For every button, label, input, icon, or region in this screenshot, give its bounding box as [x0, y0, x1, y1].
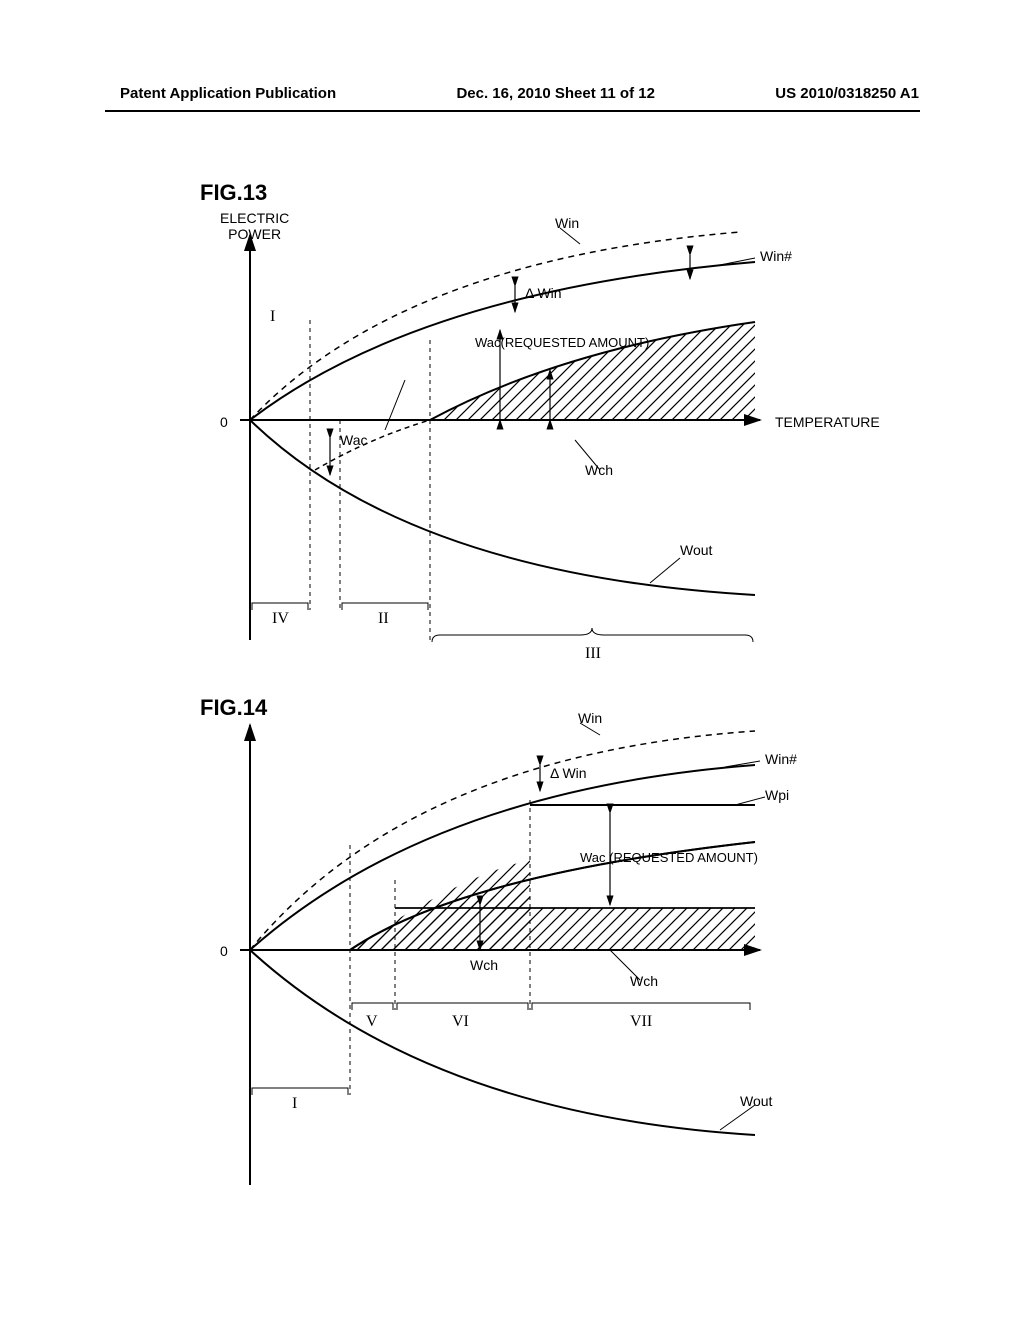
fig14-zone-VI: VI	[452, 1013, 469, 1031]
fig13-zone-III: III	[585, 645, 601, 663]
fig13-wac-label: Wac	[340, 432, 367, 448]
fig13-zone-IV: IV	[272, 610, 289, 628]
fig13-container: FIG.13 ELECTRIC POWER 0 TEMPERATURE	[180, 180, 900, 670]
fig14-svg	[180, 695, 900, 1205]
fig14-winsharp-label: Win#	[765, 751, 797, 767]
fig13-zone-II: II	[378, 610, 389, 628]
fig13-wch-label: Wch	[585, 462, 613, 478]
header-center: Dec. 16, 2010 Sheet 11 of 12	[456, 85, 654, 102]
fig14-wacreq-label: Wac (REQUESTED AMOUNT)	[580, 850, 758, 865]
fig14-wout-label: Wout	[740, 1093, 772, 1109]
fig14-win-label: Win	[578, 710, 602, 726]
fig14-dwin-label: Δ Win	[550, 765, 587, 781]
fig13-winsharp-label: Win#	[760, 248, 792, 264]
fig13-win-label: Win	[555, 215, 579, 231]
fig14-wpi-label: Wpi	[765, 787, 789, 803]
header-right: US 2010/0318250 A1	[775, 85, 919, 102]
fig13-dwin-label: Δ Win	[525, 285, 562, 301]
header-rule	[105, 110, 920, 112]
fig13-wout-label: Wout	[680, 542, 712, 558]
fig14-container: FIG.14 0	[180, 695, 900, 1205]
header-left: Patent Application Publication	[120, 85, 336, 102]
fig14-wch1-label: Wch	[470, 957, 498, 973]
fig14-zone-V: V	[366, 1013, 378, 1031]
fig13-wacreq-label: Wac(REQUESTED AMOUNT)	[475, 335, 649, 350]
fig13-svg	[180, 180, 900, 670]
page-header: Patent Application Publication Dec. 16, …	[0, 85, 1024, 102]
fig14-zone-VII: VII	[630, 1013, 652, 1031]
fig14-wch2-label: Wch	[630, 973, 658, 989]
fig14-zone-I: I	[292, 1095, 297, 1113]
fig13-zone-I: I	[270, 308, 275, 326]
